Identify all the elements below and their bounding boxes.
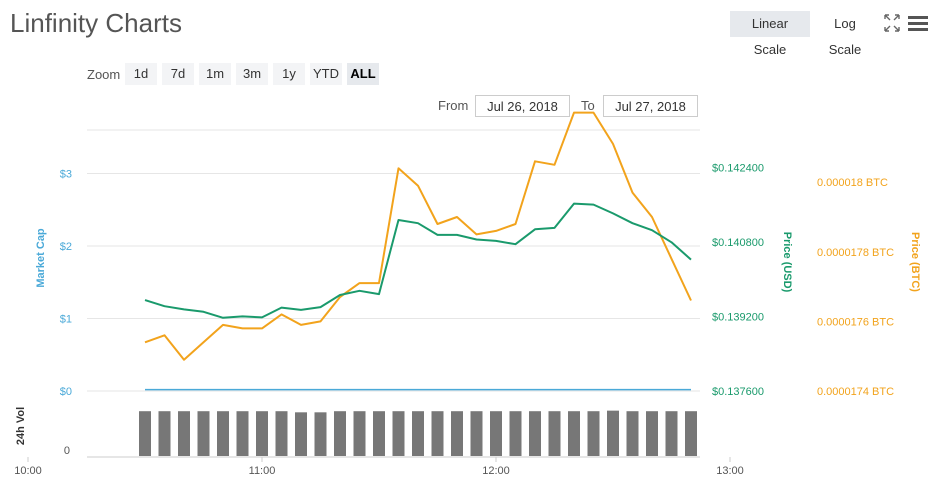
volume-bar [490,411,502,456]
volume-bar [236,411,249,456]
volume-bar [568,411,580,456]
x-tick-label: 11:00 [249,465,276,477]
market-cap-tick-label: $2 [60,241,72,253]
market-cap-axis-title: Market Cap [35,228,47,288]
volume-bar [373,411,385,456]
volume-bar [217,411,229,456]
zoom-button-ytd[interactable]: YTD [310,63,342,85]
btc-tick-label: 0.0000174 BTC [817,386,894,398]
volume-tick-label: 0 [64,445,70,457]
volume-bar [665,411,678,456]
btc-tick-label: 0.0000178 BTC [817,247,894,259]
volume-bar [197,411,210,456]
volume-bar [158,411,171,456]
from-date-input[interactable] [475,95,570,117]
usd-tick-label: $0.139200 [712,311,764,323]
zoom-button-1m[interactable]: 1m [199,63,231,85]
zoom-button-all[interactable]: ALL [347,63,379,85]
btc-axis-title: Price (BTC) [909,232,921,292]
to-date-input[interactable] [603,95,698,117]
fullscreen-icon[interactable] [884,14,900,32]
volume-bar [646,411,658,456]
series-lines [144,111,692,391]
volume-bar [509,411,522,456]
volume-bar [412,411,424,456]
volume-bar [470,411,483,456]
volume-bar [529,411,541,456]
volume-bar [334,411,346,456]
volume-bar [451,411,463,456]
axis-labels: Market Cap Price (USD) Price (BTC) 24h Vol [15,228,921,445]
volume-bar [607,410,619,456]
log-scale-button[interactable]: Log Scale [812,11,878,57]
volume-bar [295,412,307,456]
usd-tick-label: $0.137600 [712,386,764,398]
volume-bars [139,410,697,456]
market-cap-tick-label: $3 [60,169,72,181]
usd-axis-title: Price (USD) [781,232,793,293]
zoom-label: Zoom [87,67,121,82]
grid-lines [87,129,700,392]
market-cap-tick-label: $1 [60,314,72,326]
volume-bar [314,412,327,456]
volume-bar [587,411,600,456]
volume-bar [548,411,561,456]
zoom-button-3m[interactable]: 3m [236,63,268,85]
usd-price-line [144,202,692,319]
volume-bar [685,411,697,456]
linear-scale-button[interactable]: Linear Scale [730,11,810,57]
zoom-button-1y[interactable]: 1y [273,63,305,85]
market-cap-tick-label: $0 [60,386,72,398]
to-label: To [581,98,595,113]
usd-tick-label: $0.140800 [712,237,764,249]
x-tick-label: 12:00 [482,465,510,477]
x-tick-label: 10:00 [14,465,42,477]
volume-bar [178,411,190,456]
volume-bar [275,411,288,456]
volume-bar [392,411,405,456]
x-tick-label: 13:00 [716,465,744,477]
zoom-button-1d[interactable]: 1d [125,63,157,85]
page-title: Linfinity Charts [10,8,182,38]
usd-tick-label: $0.142400 [712,162,764,174]
btc-price-line [144,111,692,361]
volume-bar [626,411,639,456]
tick-labels: $0 $1 $2 $3 $0.137600 $0.139200 $0.140800 $0.14… [14,162,894,477]
hamburger-menu-icon[interactable] [908,14,928,32]
volume-bar [139,411,151,456]
volume-axis-title: 24h Vol [15,407,27,445]
volume-bar [256,411,268,456]
zoom-button-7d[interactable]: 7d [162,63,194,85]
from-label: From [438,98,469,113]
volume-bar [431,411,444,456]
btc-tick-label: 0.0000176 BTC [817,316,894,328]
volume-bar [353,411,366,456]
btc-tick-label: 0.000018 BTC [817,177,888,189]
